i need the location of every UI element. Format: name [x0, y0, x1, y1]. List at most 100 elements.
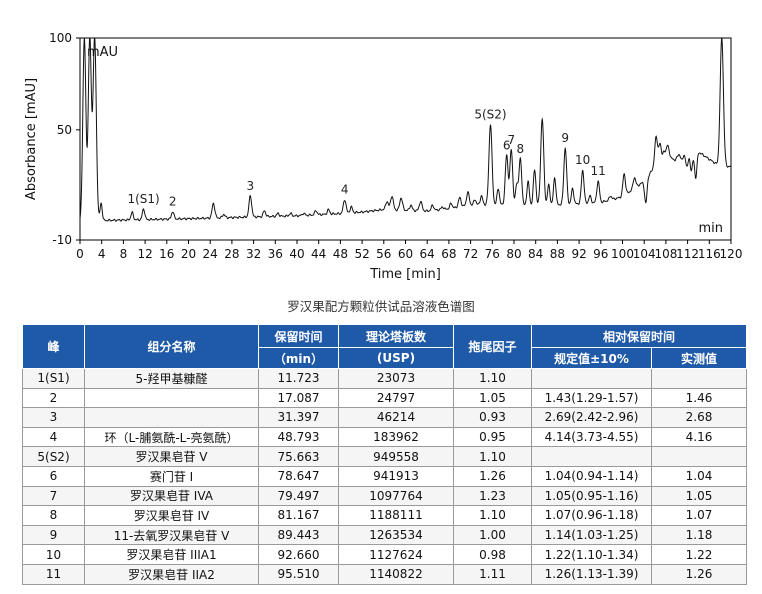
table-row: 2 17.087 24797 1.05 1.43(1.29-1.57) 1.46 — [22, 388, 748, 409]
cell-measured: 1.18 — [650, 525, 748, 546]
x-tick-label: 20 — [181, 247, 196, 261]
x-tick-label: 96 — [593, 247, 608, 261]
peak-label: 11 — [591, 164, 606, 178]
table-row: 1(S1) 5-羟甲基糠醛 11.723 23073 1.10 — [22, 368, 748, 389]
x-tick-label: 40 — [289, 247, 304, 261]
cell-tailing: 0.93 — [453, 407, 532, 428]
header-component: 组分名称 — [84, 324, 259, 369]
cell-tailing: 0.95 — [453, 427, 532, 448]
cell-rt: 95.510 — [258, 564, 339, 585]
cell-component: 罗汉果皂苷 IVA — [84, 486, 259, 507]
cell-peak: 11 — [22, 564, 85, 585]
cell-peak: 2 — [22, 388, 85, 409]
y-tick-label: 100 — [49, 31, 72, 45]
x-tick-label: 60 — [398, 247, 413, 261]
y-tick-label: 50 — [57, 123, 72, 137]
peak-label: 2 — [169, 195, 177, 209]
x-tick-label: 52 — [354, 247, 369, 261]
cell-component: 赛门苷 I — [84, 466, 259, 487]
cell-tailing: 1.23 — [453, 486, 532, 507]
chromatogram-trace — [79, 36, 732, 222]
cell-plates: 23073 — [338, 368, 454, 389]
cell-measured: 1.07 — [650, 505, 748, 526]
cell-component: 环（L-脯氨酰-L-亮氨酰） — [84, 427, 259, 448]
x-tick-label: 56 — [376, 247, 391, 261]
header-rrt-measured: 实测值 — [650, 347, 748, 369]
cell-plates: 941913 — [338, 466, 454, 487]
cell-spec: 2.69(2.42-2.96) — [531, 407, 652, 428]
table-row: 7 罗汉果皂苷 IVA 79.497 1097764 1.23 1.05(0.95-1.1… — [22, 486, 748, 507]
chromatogram: 1(S1) 2 3 4 5(S2) 6 7 8 9 10 11 0 4 8 12 16 20 24 28 32 36 40… — [0, 0, 762, 292]
x-tick-label: 116 — [698, 247, 721, 261]
x-tick-label: 84 — [528, 247, 543, 261]
header-peak: 峰 — [22, 324, 85, 369]
cell-spec: 4.14(3.73-4.55) — [531, 427, 652, 448]
cell-plates: 24797 — [338, 388, 454, 409]
peak-label: 10 — [575, 153, 590, 167]
cell-peak: 10 — [22, 544, 85, 565]
x-tick-label: 88 — [550, 247, 565, 261]
cell-component: 5-羟甲基糠醛 — [84, 368, 259, 389]
cell-rt: 78.647 — [258, 466, 339, 487]
cell-plates: 1188111 — [338, 505, 454, 526]
cell-measured: 1.05 — [650, 486, 748, 507]
x-tick-label: 28 — [224, 247, 239, 261]
x-tick-label: 48 — [333, 247, 348, 261]
cell-tailing: 1.05 — [453, 388, 532, 409]
cell-spec: 1.22(1.10-1.34) — [531, 544, 652, 565]
header-rt-line1: 保留时间 — [258, 324, 339, 348]
x-tick-label: 100 — [611, 247, 634, 261]
cell-peak: 8 — [22, 505, 85, 526]
x-tick-label: 8 — [120, 247, 128, 261]
cell-peak: 4 — [22, 427, 85, 448]
x-tick-label: 72 — [463, 247, 478, 261]
x-tick-label: 76 — [485, 247, 500, 261]
peak-label: 6 — [503, 139, 511, 153]
cell-plates: 46214 — [338, 407, 454, 428]
cell-plates: 1140822 — [338, 564, 454, 585]
cell-spec — [531, 446, 652, 467]
cell-peak: 9 — [22, 525, 85, 546]
cell-spec: 1.14(1.03-1.25) — [531, 525, 652, 546]
cell-rt: 17.087 — [258, 388, 339, 409]
cell-component: 罗汉果皂苷 V — [84, 446, 259, 467]
cell-measured — [650, 446, 748, 467]
peak-label: 5(S2) — [474, 107, 506, 121]
table-row: 4 环（L-脯氨酰-L-亮氨酰） 48.793 183962 0.95 4.14(3.73… — [22, 427, 748, 448]
peak-label: 7 — [507, 133, 515, 147]
x-tick-label: 0 — [76, 247, 84, 261]
peak-label: 1(S1) — [127, 192, 159, 206]
x-tick-label: 104 — [633, 247, 656, 261]
cell-measured: 2.68 — [650, 407, 748, 428]
x-tick-label: 36 — [268, 247, 283, 261]
peak-label: 3 — [247, 179, 255, 193]
cell-component — [84, 407, 259, 428]
cell-tailing: 1.10 — [453, 505, 532, 526]
cell-measured: 1.04 — [650, 466, 748, 487]
header-tailing: 拖尾因子 — [453, 324, 532, 369]
cell-measured — [650, 368, 748, 389]
cell-component: 11-去氧罗汉果皂苷 V — [84, 525, 259, 546]
header-rt-line2: （min） — [258, 347, 339, 369]
x-tick-label: 12 — [137, 247, 152, 261]
x-tick-label: 16 — [159, 247, 174, 261]
cell-peak: 5(S2) — [22, 446, 85, 467]
cell-rt: 81.167 — [258, 505, 339, 526]
peak-label: 8 — [517, 142, 525, 156]
cell-spec: 1.43(1.29-1.57) — [531, 388, 652, 409]
y-axis-title: Absorbance [mAU] — [24, 78, 39, 200]
cell-component: 罗汉果皂苷 IIIA1 — [84, 544, 259, 565]
cell-measured: 1.22 — [650, 544, 748, 565]
x-tick-label: 80 — [506, 247, 521, 261]
y-unit-label: mAU — [87, 45, 118, 60]
cell-peak: 6 — [22, 466, 85, 487]
table-row: 9 11-去氧罗汉果皂苷 V 89.443 1263534 1.00 1.14(1.03-… — [22, 525, 748, 546]
x-unit-label: min — [698, 221, 723, 236]
table-row: 11 罗汉果皂苷 IIA2 95.510 1140822 1.11 1.26(1.13-1… — [22, 564, 748, 585]
cell-rt: 89.443 — [258, 525, 339, 546]
cell-tailing: 0.98 — [453, 544, 532, 565]
peak-table: 峰 组分名称 保留时间 理论塔板数 拖尾因子 相对保留时间 （min） (USP… — [22, 324, 748, 585]
plot-frame — [79, 37, 732, 241]
cell-component: 罗汉果皂苷 IV — [84, 505, 259, 526]
